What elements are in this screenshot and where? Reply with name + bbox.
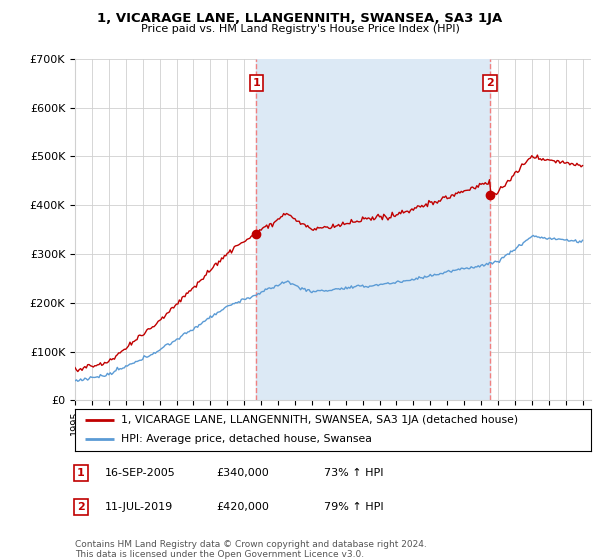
Text: 11-JUL-2019: 11-JUL-2019 xyxy=(105,502,173,512)
Text: This data is licensed under the Open Government Licence v3.0.: This data is licensed under the Open Gov… xyxy=(75,550,364,559)
Text: £340,000: £340,000 xyxy=(216,468,269,478)
Text: 79% ↑ HPI: 79% ↑ HPI xyxy=(324,502,383,512)
Text: 1, VICARAGE LANE, LLANGENNITH, SWANSEA, SA3 1JA: 1, VICARAGE LANE, LLANGENNITH, SWANSEA, … xyxy=(97,12,503,25)
Text: Contains HM Land Registry data © Crown copyright and database right 2024.: Contains HM Land Registry data © Crown c… xyxy=(75,540,427,549)
Text: 73% ↑ HPI: 73% ↑ HPI xyxy=(324,468,383,478)
Text: HPI: Average price, detached house, Swansea: HPI: Average price, detached house, Swan… xyxy=(121,435,373,445)
Text: 16-SEP-2005: 16-SEP-2005 xyxy=(105,468,176,478)
Text: 2: 2 xyxy=(486,78,494,88)
Bar xyxy=(256,59,490,400)
Text: Price paid vs. HM Land Registry's House Price Index (HPI): Price paid vs. HM Land Registry's House … xyxy=(140,24,460,34)
Text: 1, VICARAGE LANE, LLANGENNITH, SWANSEA, SA3 1JA (detached house): 1, VICARAGE LANE, LLANGENNITH, SWANSEA, … xyxy=(121,415,518,425)
Text: 1: 1 xyxy=(77,468,85,478)
Text: £420,000: £420,000 xyxy=(216,502,269,512)
Text: 1: 1 xyxy=(253,78,260,88)
Text: 2: 2 xyxy=(77,502,85,512)
